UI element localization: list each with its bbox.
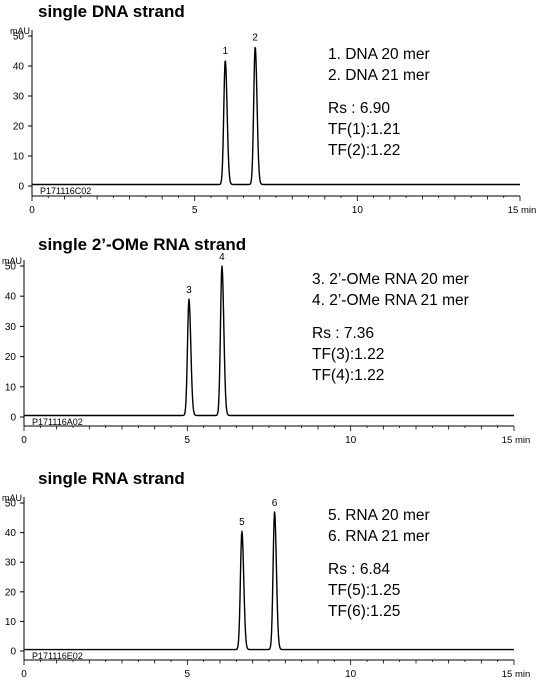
- chromatogram-plot: mAU 0 10 20 30 40 50 0 5 10 15 min P171116A02 3 4: [2, 252, 531, 446]
- x-axis-end-label: 15 min: [502, 669, 531, 680]
- y-tick-label: 0: [10, 647, 16, 658]
- chromatogram-trace: [23, 511, 515, 651]
- panel-title: single DNA strand: [38, 2, 185, 21]
- peak-info: 3. 2’-OMe RNA 20 mer 4. 2’-OMe RNA 21 me…: [312, 269, 469, 386]
- sample-id: P171116E02: [32, 651, 83, 661]
- y-tick-label: 10: [5, 617, 17, 628]
- chromatogram-plot: mAU 0 10 20 30 40 50 0 5 10 15 min P171116E02 5 6: [2, 493, 531, 680]
- x-axis-end-label: 15 min: [508, 205, 537, 216]
- y-tick-label: 30: [5, 558, 17, 569]
- stat-tailing: TF(4):1.22: [312, 367, 385, 384]
- x-tick-label: 10: [345, 435, 357, 446]
- x-tick-label: 5: [185, 435, 191, 446]
- stat-tailing: TF(1):1.21: [328, 121, 401, 138]
- y-tick-label: 40: [13, 62, 25, 73]
- stat-tailing: TF(2):1.22: [328, 142, 401, 159]
- legend-entry: 2. DNA 21 mer: [328, 67, 430, 84]
- x-tick-label: 0: [21, 669, 27, 680]
- peak-info: 1. DNA 20 mer 2. DNA 21 mer Rs : 6.90 TF…: [328, 44, 430, 161]
- legend-entry: 4. 2’-OMe RNA 21 mer: [312, 292, 469, 309]
- peak-label: 6: [272, 498, 278, 509]
- y-tick-label: 0: [18, 182, 24, 193]
- peak-label: 4: [219, 252, 225, 263]
- peak-label: 2: [252, 33, 258, 44]
- y-tick-label: 20: [5, 352, 17, 363]
- y-axis-unit: mAU: [2, 493, 22, 503]
- panel-title: single RNA strand: [38, 469, 185, 488]
- legend-entry: 5. RNA 20 mer: [328, 507, 430, 524]
- stat-resolution: Rs : 7.36: [312, 325, 375, 342]
- stat-resolution: Rs : 6.90: [328, 100, 391, 117]
- y-tick-label: 40: [5, 528, 17, 539]
- y-tick-label: 10: [13, 152, 25, 163]
- chromatogram-trace: [31, 46, 521, 186]
- y-tick-label: 10: [5, 382, 17, 393]
- stat-tailing: TF(6):1.25: [328, 603, 401, 620]
- y-tick-label: 0: [10, 413, 16, 424]
- sample-id: P171116A02: [32, 417, 83, 427]
- x-tick-label: 0: [29, 205, 35, 216]
- y-tick-label: 50: [5, 499, 17, 510]
- peak-label: 1: [222, 46, 228, 57]
- y-tick-label: 40: [5, 292, 17, 303]
- y-axis-unit: mAU: [10, 26, 30, 36]
- legend-entry: 1. DNA 20 mer: [328, 46, 430, 63]
- y-tick-label: 50: [5, 262, 17, 273]
- y-tick-label: 30: [13, 92, 25, 103]
- legend-entry: 6. RNA 21 mer: [328, 528, 430, 545]
- chromatogram-plot: mAU 0 10 20 30 40 50 0 5 10 15 min P171116C02 1 2: [10, 26, 537, 216]
- x-tick-label: 0: [21, 435, 27, 446]
- stat-tailing: TF(5):1.25: [328, 582, 401, 599]
- chromatogram-trace: [23, 265, 515, 417]
- y-tick-label: 20: [13, 122, 25, 133]
- stat-resolution: Rs : 6.84: [328, 561, 391, 578]
- stat-tailing: TF(3):1.22: [312, 346, 385, 363]
- x-tick-label: 5: [185, 669, 191, 680]
- y-axis-unit: mAU: [2, 256, 22, 266]
- x-tick-label: 10: [352, 205, 364, 216]
- peak-info: 5. RNA 20 mer 6. RNA 21 mer Rs : 6.84 TF…: [328, 505, 430, 622]
- x-axis-end-label: 15 min: [502, 435, 531, 446]
- panel-title: single 2’-OMe RNA strand: [38, 235, 247, 254]
- sample-id: P171116C02: [40, 186, 91, 196]
- x-tick-label: 10: [345, 669, 357, 680]
- peak-label: 5: [239, 517, 245, 528]
- legend-entry: 3. 2’-OMe RNA 20 mer: [312, 271, 469, 288]
- y-tick-label: 30: [5, 322, 17, 333]
- y-tick-label: 20: [5, 587, 17, 598]
- y-tick-label: 50: [13, 32, 25, 43]
- peak-label: 3: [186, 285, 192, 296]
- x-tick-label: 5: [192, 205, 198, 216]
